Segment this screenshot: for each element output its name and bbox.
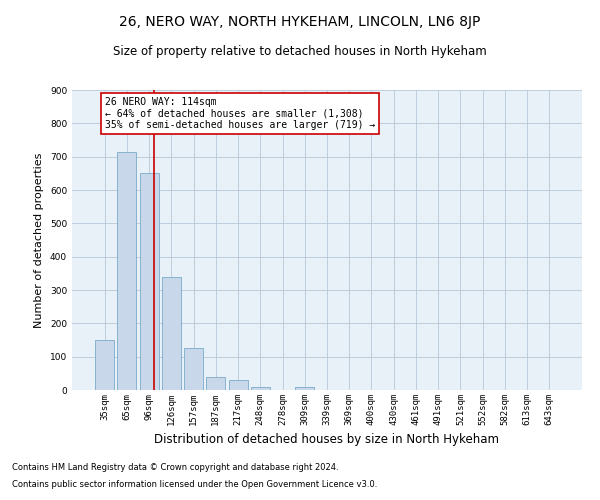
- Bar: [118, 152, 136, 390]
- Bar: [251, 386, 270, 390]
- Text: Size of property relative to detached houses in North Hykeham: Size of property relative to detached ho…: [113, 45, 487, 58]
- Bar: [295, 386, 314, 390]
- Bar: [184, 348, 203, 390]
- Text: 26 NERO WAY: 114sqm
← 64% of detached houses are smaller (1,308)
35% of semi-det: 26 NERO WAY: 114sqm ← 64% of detached ho…: [105, 96, 376, 130]
- Text: Contains HM Land Registry data © Crown copyright and database right 2024.: Contains HM Land Registry data © Crown c…: [12, 464, 338, 472]
- Bar: [95, 340, 114, 390]
- Bar: [229, 380, 248, 390]
- Text: 26, NERO WAY, NORTH HYKEHAM, LINCOLN, LN6 8JP: 26, NERO WAY, NORTH HYKEHAM, LINCOLN, LN…: [119, 15, 481, 29]
- X-axis label: Distribution of detached houses by size in North Hykeham: Distribution of detached houses by size …: [155, 434, 499, 446]
- Text: Contains public sector information licensed under the Open Government Licence v3: Contains public sector information licen…: [12, 480, 377, 489]
- Bar: [206, 376, 225, 390]
- Bar: [140, 174, 158, 390]
- Bar: [162, 276, 181, 390]
- Y-axis label: Number of detached properties: Number of detached properties: [34, 152, 44, 328]
